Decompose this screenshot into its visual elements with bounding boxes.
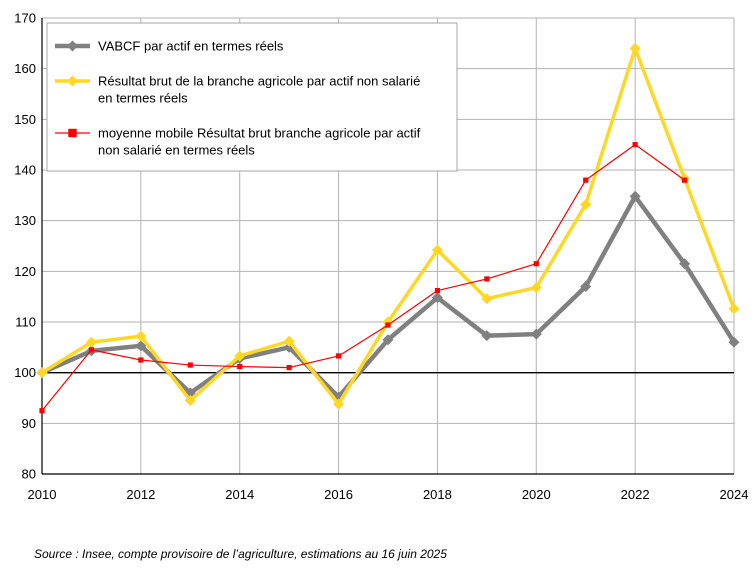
series-2 <box>36 42 740 410</box>
axes: 80 90 100 110 120 130 140 150 160 170 2010 2012 2014… <box>14 11 748 503</box>
x-tick-label: 2018 <box>423 487 452 502</box>
data-point <box>530 282 542 294</box>
y-tick-label: 120 <box>14 264 36 279</box>
data-point <box>431 292 443 304</box>
legend-label-line: VABCF par actif en termes réels <box>98 39 284 54</box>
legend-label-line: moyenne mobile Résultat brut branche agr… <box>98 126 421 141</box>
data-point <box>187 362 193 368</box>
data-point <box>580 281 592 293</box>
data-point <box>286 365 292 371</box>
x-tick-label: 2016 <box>324 487 353 502</box>
data-point <box>135 340 147 352</box>
data-point <box>385 322 391 328</box>
y-tick-label: 150 <box>14 112 36 127</box>
x-tick-label: 2010 <box>28 487 57 502</box>
y-tick-label: 130 <box>14 213 36 228</box>
y-tick-label: 80 <box>22 467 36 482</box>
data-point <box>382 316 394 328</box>
y-tick-label: 140 <box>14 163 36 178</box>
data-point <box>234 350 246 362</box>
data-point <box>481 330 493 342</box>
data-point <box>533 261 539 267</box>
data-point <box>629 42 641 54</box>
data-point <box>481 293 493 305</box>
data-point <box>39 408 45 414</box>
legend-label: VABCF par actif en termes réels <box>98 39 284 54</box>
legend: VABCF par actif en termes réels Résultat … <box>46 22 458 172</box>
data-point <box>434 287 441 294</box>
series-line <box>41 144 685 412</box>
data-point <box>283 335 295 347</box>
data-point <box>728 336 740 348</box>
data-point <box>184 395 196 407</box>
data-point <box>88 347 95 353</box>
legend-label: Résultat brut de la branche agricole par… <box>98 74 420 106</box>
series-3 <box>39 142 688 414</box>
data-point <box>580 198 592 210</box>
data-point <box>632 142 638 148</box>
data-point <box>36 367 48 379</box>
x-tick-label: 2012 <box>126 487 155 502</box>
legend-label-line: non salarié en termes réels <box>98 143 255 158</box>
y-tick-label: 100 <box>14 365 36 380</box>
series-1 <box>36 190 740 403</box>
data-point <box>138 357 144 363</box>
data-point <box>85 336 97 348</box>
data-point <box>335 353 342 359</box>
data-point <box>135 330 147 342</box>
y-tick-label: 170 <box>14 11 36 26</box>
data-point <box>679 258 691 270</box>
series-line <box>41 194 736 400</box>
data-point <box>484 276 490 282</box>
legend-swatch-marker <box>67 75 78 87</box>
y-tick-label: 110 <box>15 315 36 330</box>
data-point <box>431 244 443 256</box>
data-point <box>382 334 394 346</box>
data-point <box>583 177 589 183</box>
data-point <box>728 303 740 315</box>
x-tick-label: 2024 <box>720 487 749 502</box>
data-point <box>629 190 641 202</box>
legend-label-line: Résultat brut de la branche agricole par… <box>98 74 420 89</box>
legend-swatch-marker <box>67 40 78 52</box>
legend-box <box>46 22 458 172</box>
data-point <box>530 328 542 340</box>
y-tick-label: 160 <box>14 61 36 76</box>
legend-label: moyenne mobile Résultat brut branche agr… <box>98 126 421 158</box>
data-point <box>333 398 345 410</box>
y-tick-label: 90 <box>22 416 36 431</box>
legend-swatch-marker <box>68 128 77 138</box>
x-tick-label: 2020 <box>522 487 551 502</box>
x-tick-label: 2014 <box>225 487 254 502</box>
data-point <box>237 363 243 370</box>
source-note: Source : Insee, compte provisoire de l’a… <box>34 547 447 561</box>
data-point <box>681 177 688 183</box>
series-layer <box>36 42 740 414</box>
legend-label-line: en termes réels <box>98 91 188 106</box>
x-tick-label: 2022 <box>621 487 650 502</box>
